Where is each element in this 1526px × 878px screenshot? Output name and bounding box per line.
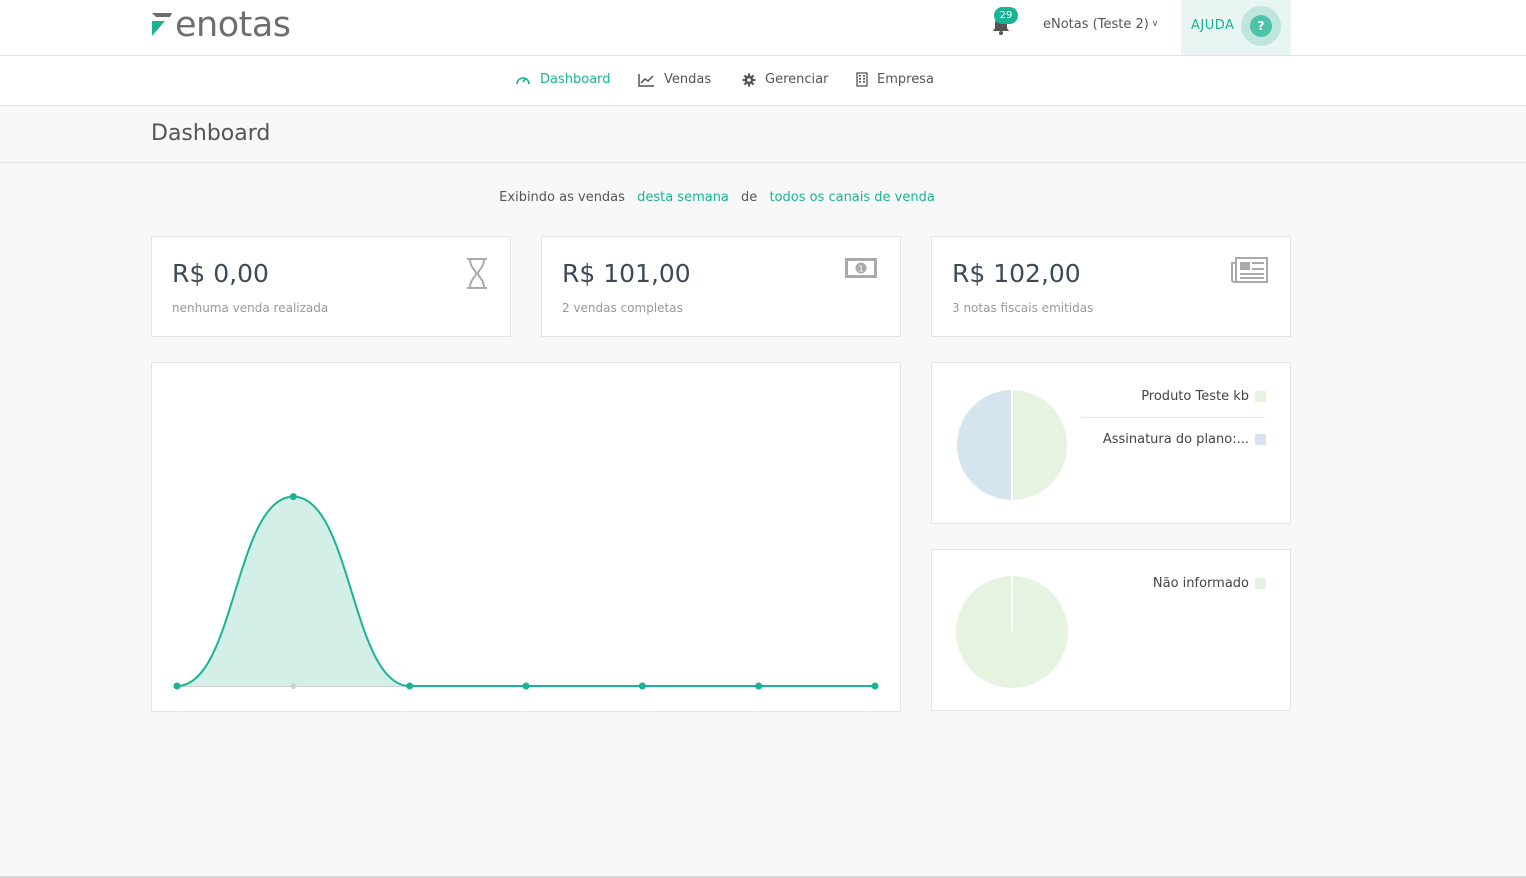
data-point-1 [173,682,181,690]
legend-divider [1082,417,1265,418]
nav-dashboard-label: Dashboard [540,72,611,87]
pie-slice [1011,387,1069,503]
period-filter-link[interactable]: desta semana [637,190,729,205]
help-button[interactable]: AJUDA ? [1181,0,1291,55]
legend-swatch [1255,391,1266,402]
stat-description: 3 notas fiscais emitidas [952,301,1094,315]
main-nav: Dashboard Vendas Gerenciar [0,56,1526,106]
nav-empresa[interactable]: Empresa [856,72,934,87]
legend-swatch [1255,434,1266,445]
top-bar: enotas 29 eNotas (Teste 2) ∨ AJUDA ? [0,0,1526,56]
nav-gerenciar[interactable]: Gerenciar [742,72,828,87]
notification-badge: 29 [994,7,1018,24]
data-point-7 [871,682,879,690]
account-dropdown[interactable]: eNotas (Teste 2) ∨ [1043,17,1158,32]
stat-card-pending: R$ 0,00 nenhuma venda realizada [151,236,511,337]
channels-pie-chart [956,576,1068,688]
filter-connector: de [741,190,758,205]
legend-label: Não informado [1152,576,1249,591]
page-header: Dashboard [0,106,1526,163]
help-label: AJUDA [1191,18,1235,33]
newspaper-icon [1231,257,1268,283]
page-title: Dashboard [151,121,271,146]
baseline-point [290,683,297,689]
building-icon [856,72,868,87]
stat-value: R$ 102,00 [952,259,1081,288]
legend-item: Não informado [1153,576,1266,591]
speedometer-icon [516,76,530,84]
legend-label: Assinatura do plano:... [1102,432,1249,447]
stat-card-sales: R$ 101,00 2 vendas completas 1 [541,236,901,337]
legend-item: Assinatura do plano:... [1103,432,1266,447]
gear-icon [742,73,756,86]
data-point-5 [638,682,646,690]
pie-slice [955,387,1013,503]
sales-filter: Exibindo as vendas desta semana de todos… [0,190,1442,205]
money-bill-icon: 1 [845,258,877,278]
stat-description: nenhuma venda realizada [172,301,329,315]
sales-chart-card [151,362,901,712]
stat-value: R$ 0,00 [172,259,269,288]
nav-empresa-label: Empresa [877,72,934,87]
line-chart-icon [638,73,654,87]
channels-pie-card: Não informado [931,549,1291,711]
data-point-6 [755,682,763,690]
products-pie-card: Produto Teste kb Assinatura do plano:... [931,362,1291,524]
legend-item: Produto Teste kb [1141,389,1266,404]
legend-swatch [1255,578,1266,589]
stat-description: 2 vendas completas [562,301,683,315]
filter-prefix: Exibindo as vendas [499,190,625,205]
svg-text:1: 1 [858,265,863,274]
brand-logo[interactable]: enotas [151,5,291,45]
channel-filter-link[interactable]: todos os canais de venda [769,190,935,205]
nav-gerenciar-label: Gerenciar [765,72,829,87]
question-icon: ? [1250,15,1272,37]
chevron-down-icon: ∨ [1151,19,1159,29]
data-point-3 [406,682,414,690]
series-line [176,495,875,687]
nav-vendas[interactable]: Vendas [638,72,711,87]
series-area [177,496,875,686]
logo-mark-icon [152,13,172,36]
nav-vendas-label: Vendas [664,72,712,87]
account-label: eNotas (Teste 2) [1043,17,1149,32]
data-point-4 [522,682,530,690]
nav-dashboard[interactable]: Dashboard [515,72,611,87]
sales-area-chart [173,493,879,690]
help-avatar: ? [1241,6,1281,46]
products-pie-chart [955,387,1069,503]
data-point-2 [289,493,297,501]
footer-divider [0,876,1526,878]
stat-card-invoices: R$ 102,00 3 notas fiscais emitidas [931,236,1291,337]
stat-value: R$ 101,00 [562,259,691,288]
legend-label: Produto Teste kb [1141,389,1249,404]
brand-name: enotas [175,5,291,45]
hourglass-icon [467,258,487,289]
